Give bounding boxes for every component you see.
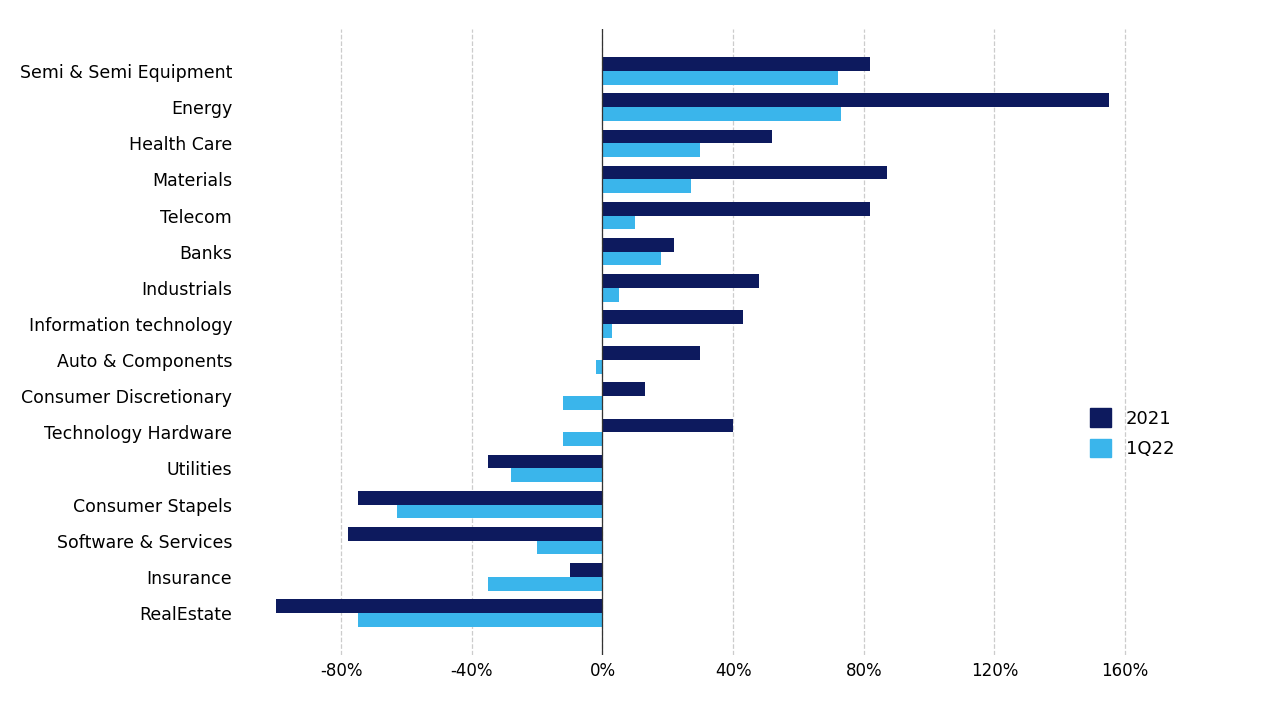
Bar: [570, 563, 603, 577]
Bar: [603, 202, 870, 215]
Bar: [538, 541, 603, 554]
Bar: [603, 288, 618, 302]
Bar: [603, 324, 612, 338]
Bar: [563, 432, 603, 446]
Bar: [603, 94, 1108, 107]
Bar: [603, 238, 675, 252]
Bar: [603, 382, 645, 396]
Bar: [603, 179, 691, 193]
Bar: [603, 418, 733, 432]
Bar: [348, 527, 603, 541]
Bar: [276, 599, 603, 613]
Bar: [357, 613, 603, 626]
Bar: [563, 396, 603, 410]
Bar: [603, 252, 662, 266]
Legend: 2021, 1Q22: 2021, 1Q22: [1083, 401, 1181, 465]
Bar: [603, 346, 700, 360]
Bar: [603, 71, 837, 85]
Bar: [603, 107, 841, 121]
Bar: [603, 143, 700, 157]
Bar: [397, 505, 603, 518]
Bar: [603, 274, 759, 288]
Bar: [603, 58, 870, 71]
Bar: [603, 166, 887, 179]
Bar: [596, 360, 603, 374]
Bar: [603, 310, 742, 324]
Bar: [357, 491, 603, 505]
Bar: [488, 455, 603, 469]
Bar: [488, 577, 603, 590]
Bar: [511, 469, 603, 482]
Bar: [603, 130, 772, 143]
Bar: [603, 215, 635, 229]
